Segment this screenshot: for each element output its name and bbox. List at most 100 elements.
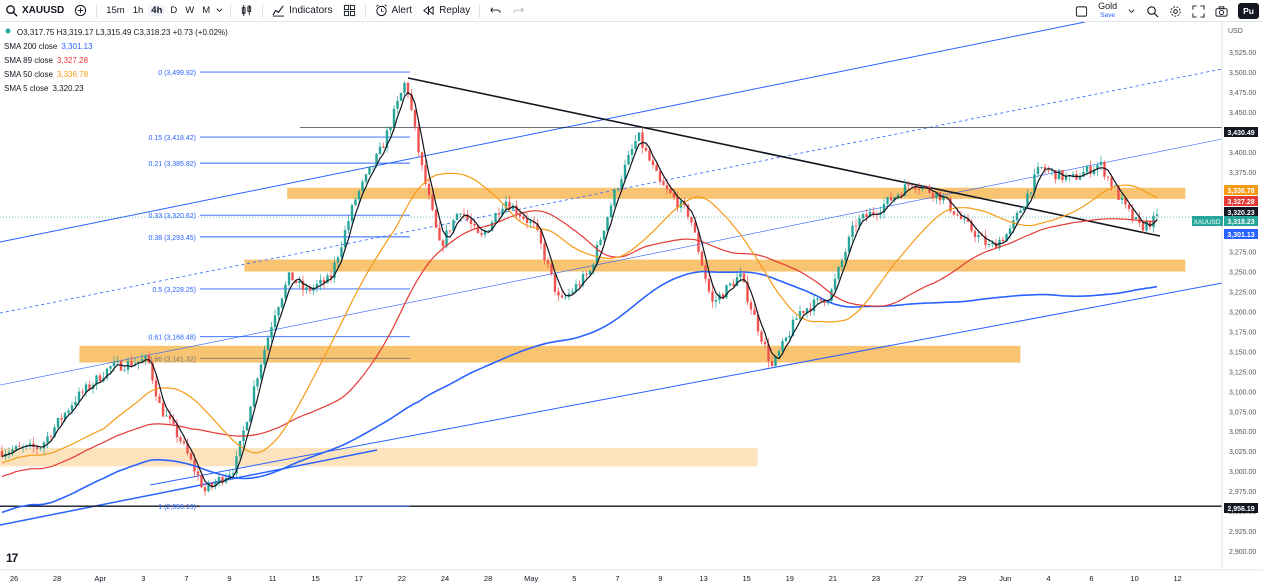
candle-body <box>105 368 109 379</box>
fib-level-label: 0.21 (3,385.82) <box>149 161 196 168</box>
candle-body <box>161 402 165 417</box>
candle-body <box>140 359 144 362</box>
redo-button[interactable] <box>507 0 530 22</box>
candle-body <box>924 186 928 188</box>
price-tag-label: 2,956.19 <box>1227 506 1254 513</box>
timeframe-1h[interactable]: 1h <box>132 5 144 16</box>
candle-body <box>742 273 746 282</box>
time-tick-label: 15 <box>743 574 751 583</box>
candle-body <box>1096 164 1099 170</box>
candle-body <box>571 291 574 294</box>
candle-body <box>1026 193 1029 207</box>
undo-button[interactable] <box>484 0 507 22</box>
symbol-tag <box>1192 216 1223 226</box>
candle-body <box>868 211 872 217</box>
indicator-row[interactable]: SMA 50 close 3,336.78 <box>4 68 228 82</box>
undo-icon <box>490 7 501 13</box>
timeframe-w[interactable]: W <box>185 5 195 16</box>
redo-icon <box>513 7 524 13</box>
templates-button[interactable] <box>338 0 361 22</box>
candle-body <box>1064 176 1068 180</box>
replay-button[interactable]: Replay <box>417 0 475 22</box>
candle-body <box>1033 174 1036 193</box>
replay-label: Replay <box>439 5 471 16</box>
time-axis[interactable]: 26 28 Apr 3 7 9 11 15 17 22 24 28 May 5 7 9 13 15 19 21 23 27… <box>0 551 1263 583</box>
candle-body <box>872 211 875 215</box>
candle-body <box>690 216 693 223</box>
timeframe-m[interactable]: M <box>202 5 211 16</box>
candle-body <box>35 446 39 449</box>
price-tick-label: 3,075.00 <box>1229 409 1256 416</box>
price-tag <box>1224 503 1258 513</box>
compare-button[interactable] <box>69 0 92 22</box>
candle-body <box>284 284 287 299</box>
candle-body <box>473 223 476 226</box>
chart-type-button[interactable] <box>235 0 258 22</box>
candle-body <box>501 208 504 215</box>
price-chart[interactable]: 0 (3,499.92) 0.15 (3,418.42) 0.21 (3,385.8… <box>0 22 1263 587</box>
candle-body <box>802 311 805 313</box>
fib-level-label: 0.66 (3,141.32) <box>149 356 196 363</box>
time-tick-label: 11 <box>269 574 277 583</box>
candle-body <box>858 218 861 226</box>
fib-level-label: 1 (2,956.19) <box>158 504 196 511</box>
indicators-button[interactable]: Indicators <box>267 0 337 22</box>
candle-body <box>725 285 728 298</box>
candle-body <box>574 284 578 292</box>
candle-body <box>389 127 392 131</box>
candle-body <box>424 165 427 184</box>
price-axis[interactable]: 3,525.003,500.003,475.003,450.003,425.00… <box>1221 22 1256 570</box>
candle-body <box>861 214 865 219</box>
chevron-down-icon[interactable] <box>1127 5 1136 18</box>
right-toolbar: Gold Save Pu <box>1075 0 1263 22</box>
candle-body <box>865 214 868 217</box>
layout-icon[interactable] <box>1075 5 1088 18</box>
fullscreen-icon[interactable] <box>1192 4 1205 18</box>
candle-body <box>466 214 469 220</box>
chevron-down-icon[interactable] <box>215 4 224 17</box>
layout-name-button[interactable]: Gold Save <box>1098 2 1117 20</box>
candle-body <box>315 283 319 288</box>
candle-body <box>728 283 732 286</box>
time-tick-label: 12 <box>1174 574 1182 583</box>
candle-body <box>1047 170 1050 171</box>
gear-icon[interactable] <box>1169 5 1182 18</box>
candle-body <box>245 422 249 431</box>
indicator-row[interactable]: SMA 89 close 3,327.28 <box>4 54 228 68</box>
legend: O3,317.75 H3,319.17 L3,315.49 C3,318.23 … <box>4 26 228 96</box>
indicator-row[interactable]: SMA 200 close 3,301.13 <box>4 40 228 54</box>
candle-body <box>1068 175 1071 177</box>
time-tick-label: 7 <box>615 574 619 583</box>
candle-body <box>280 298 284 308</box>
timeframe-group: 15m 1h 4h D W M <box>101 0 226 22</box>
candle-body <box>221 477 224 483</box>
candle-body <box>480 233 483 235</box>
indicator-name: SMA 200 close <box>4 42 58 51</box>
candle-body <box>350 205 354 222</box>
candle-body <box>539 229 543 244</box>
candle-body <box>564 296 567 298</box>
divider <box>262 3 264 18</box>
symbol-search[interactable]: XAUUSD <box>0 0 69 22</box>
candle-body <box>1078 176 1082 180</box>
candle-body <box>630 149 634 155</box>
candle-body <box>287 272 291 285</box>
fibonacci-retracement[interactable]: 0 (3,499.92) 0.15 (3,418.42) 0.21 (3,385.8… <box>149 70 410 511</box>
price-tick-label: 3,400.00 <box>1229 150 1256 157</box>
candle-body <box>410 94 413 110</box>
alert-button[interactable]: Alert <box>370 0 418 22</box>
timeframe-15m[interactable]: 15m <box>106 5 125 16</box>
candle-body <box>550 263 553 275</box>
timeframe-d[interactable]: D <box>170 5 178 16</box>
candle-body <box>214 482 217 487</box>
candle-body <box>697 232 700 252</box>
candle-body <box>60 418 63 420</box>
sma-200-line <box>1 270 1158 514</box>
fib-level-label: 0.5 (3,228.25) <box>152 287 196 294</box>
camera-icon[interactable] <box>1215 5 1228 18</box>
quick-search-icon[interactable] <box>1146 5 1159 18</box>
indicator-row[interactable]: SMA 5 close 3,320.23 <box>4 82 228 96</box>
trend-line <box>0 138 1223 386</box>
timeframe-4h[interactable]: 4h <box>148 5 166 16</box>
publish-button[interactable]: Pu <box>1238 3 1259 19</box>
